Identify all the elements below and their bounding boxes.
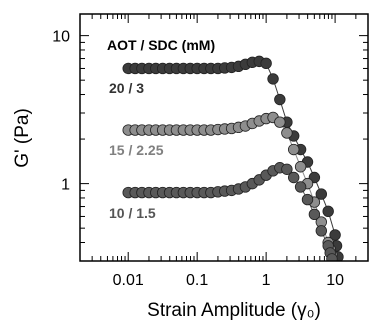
data-point: [315, 225, 328, 237]
x-axis-label: Strain Amplitude (γ₀): [147, 300, 321, 321]
data-point: [274, 116, 286, 128]
data-point: [281, 127, 293, 139]
series-label-15-2-25: 15 / 2.25: [109, 142, 164, 158]
y-tick-label: 1: [61, 177, 70, 194]
series-label-20-3: 20 / 3: [109, 80, 144, 96]
data-point: [287, 171, 300, 184]
x-tick-label: 10: [326, 272, 344, 289]
data-point: [281, 163, 293, 175]
data-point: [329, 229, 341, 241]
data-point: [267, 73, 279, 85]
data-point: [322, 205, 334, 218]
x-tick-label: 1: [262, 272, 271, 289]
data-point: [308, 208, 321, 221]
data-point: [315, 188, 328, 200]
legend-title: AOT / SDC (mM): [107, 37, 215, 53]
data-point: [294, 161, 307, 173]
data-point: [301, 193, 314, 206]
x-tick-label: 0.01: [113, 272, 144, 289]
y-tick-label: 10: [52, 29, 70, 46]
data-point: [274, 93, 286, 106]
data-point: [287, 143, 300, 156]
series-label-10-1-5: 10 / 1.5: [109, 205, 156, 221]
y-axis-label: G' (Pa): [12, 108, 33, 168]
data-point: [260, 57, 272, 70]
x-tick-label: 0.1: [186, 272, 208, 289]
data-point: [326, 253, 338, 261]
data-point: [294, 181, 307, 193]
plot-frame: [79, 13, 369, 262]
